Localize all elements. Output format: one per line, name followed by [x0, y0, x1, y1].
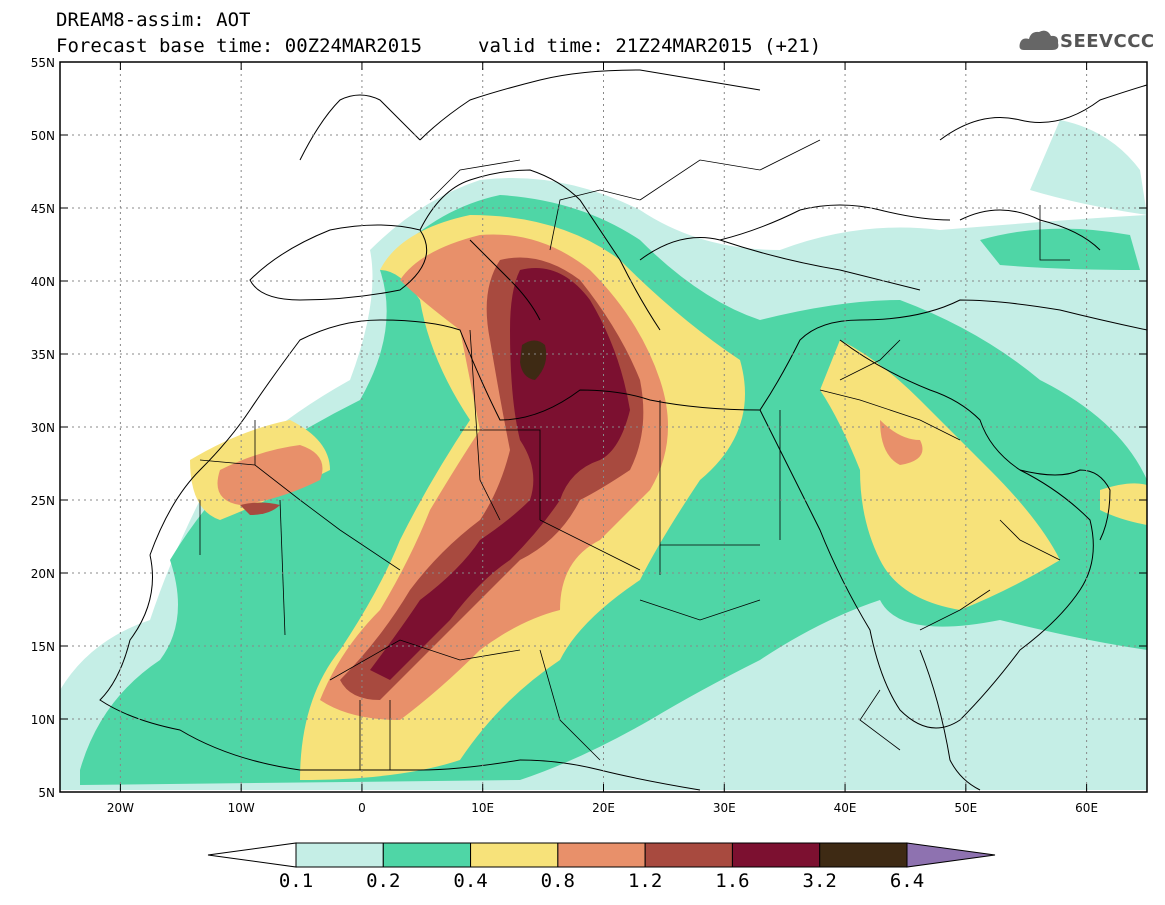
- chart-title: DREAM8-assim: AOT: [56, 9, 251, 31]
- lat-tick-label: 40N: [31, 275, 55, 289]
- colorbar-label: 3.2: [802, 870, 837, 892]
- lon-tick-labels: 20W 10W 0 10E 20E 30E 40E 50E 60E: [107, 801, 1098, 815]
- colorbar-low-arrow: [207, 842, 297, 868]
- lat-tick-label: 15N: [31, 640, 55, 654]
- colorbar-swatch: [644, 842, 733, 868]
- colorbar-label: 1.6: [715, 870, 750, 892]
- lon-tick-label: 50E: [954, 801, 977, 815]
- colorbar-label: 0.4: [453, 870, 488, 892]
- base-time: Forecast base time: 00Z24MAR2015: [56, 35, 423, 57]
- colorbar-swatch: [557, 842, 646, 868]
- colorbar-high-arrow: [906, 842, 996, 868]
- colorbar-swatch: [382, 842, 472, 868]
- lat-tick-label: 55N: [31, 56, 55, 70]
- lat-tick-label: 10N: [31, 713, 55, 727]
- lon-tick-label: 10W: [228, 801, 255, 815]
- colorbar-swatch: [295, 842, 384, 868]
- lat-tick-label: 50N: [31, 129, 55, 143]
- lon-tick-label: 10E: [471, 801, 494, 815]
- lon-tick-label: 20W: [107, 801, 134, 815]
- colorbar-swatch: [819, 842, 908, 868]
- lat-tick-label: 35N: [31, 348, 55, 362]
- time-info: Forecast base time: 00Z24MAR2015 valid ti…: [56, 36, 821, 56]
- colorbar-label: 0.8: [540, 870, 576, 892]
- tick-marks: [60, 61, 1147, 793]
- colorbar-swatch: [470, 842, 559, 868]
- lat-tick-label: 25N: [31, 494, 55, 508]
- lon-tick-label: 0: [358, 801, 366, 815]
- lon-tick-label: 20E: [592, 801, 615, 815]
- colorbar: [207, 842, 996, 868]
- lon-tick-label: 30E: [713, 801, 736, 815]
- coastlines: [99, 69, 1147, 791]
- lat-tick-labels: 5N 10N 15N 20N 25N 30N 35N 40N 45N 50N 55N: [31, 56, 55, 800]
- lat-tick-label: 45N: [31, 202, 55, 216]
- lon-tick-label: 60E: [1075, 801, 1098, 815]
- colorbar-swatch: [731, 842, 821, 868]
- lon-tick-label: 40E: [834, 801, 857, 815]
- cloud-icon: [1019, 30, 1059, 50]
- aot-level-3-2: [520, 340, 547, 380]
- valid-time: valid time: 21Z24MAR2015 (+21): [478, 35, 822, 57]
- aot-level-1-6: [370, 268, 630, 680]
- lat-tick-label: 5N: [38, 786, 55, 800]
- country-borders: [199, 139, 1070, 770]
- logo-text: SEEVCCC: [1060, 31, 1155, 52]
- colorbar-label: 6.4: [889, 870, 925, 892]
- lat-tick-label: 30N: [31, 421, 55, 435]
- lat-tick-label: 20N: [31, 567, 55, 581]
- colorbar-label: 0.2: [366, 870, 401, 892]
- colorbar-label: 0.1: [278, 870, 314, 892]
- colorbar-label: 1.2: [627, 870, 663, 892]
